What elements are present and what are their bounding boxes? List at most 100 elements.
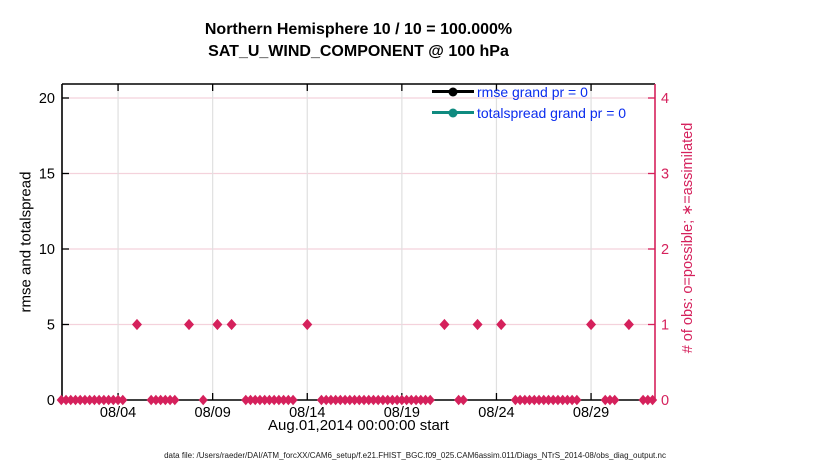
obs-marker <box>165 394 175 406</box>
chart-title: Northern Hemisphere 10 / 10 = 100.000% <box>204 21 513 38</box>
obs-marker <box>94 394 104 406</box>
obs-marker <box>118 394 128 406</box>
obs-marker <box>548 394 558 406</box>
left-tick-labels: 0 5 10 15 20 <box>39 91 55 409</box>
obs-marker <box>425 394 435 406</box>
obs-marker <box>61 394 71 406</box>
obs-marker <box>638 394 648 406</box>
x-tick-label: 08/09 <box>195 405 231 421</box>
obs-marker <box>392 394 402 406</box>
obs-marker <box>496 318 507 331</box>
obs-marker <box>75 394 85 406</box>
obs-marker <box>212 318 223 331</box>
legend-label-rmse: rmse grand pr = 0 <box>477 83 588 100</box>
x-tick-label: 08/19 <box>384 405 420 421</box>
obs-marker <box>146 394 156 406</box>
obs-marker <box>534 394 544 406</box>
left-tick-label: 15 <box>39 167 55 183</box>
obs-marker <box>416 394 426 406</box>
obs-marker <box>354 394 364 406</box>
legend-marker-dot-totalspread <box>448 108 458 117</box>
obs-marker <box>458 394 468 406</box>
obs-marker <box>260 394 270 406</box>
obs-marker <box>321 394 331 406</box>
obs-marker <box>241 394 251 406</box>
obs-marker <box>553 394 563 406</box>
obs-marker <box>156 394 166 406</box>
obs-marker <box>373 394 383 406</box>
obs-marker <box>264 394 275 406</box>
legend: rmse grand pr = 0 totalspread grand pr =… <box>432 81 626 123</box>
obs-marker <box>283 394 293 406</box>
obs-marker <box>411 394 421 406</box>
obs-count-one-markers <box>131 318 634 331</box>
x-axis-label: Aug.01,2014 00:00:00 start <box>268 417 449 434</box>
right-tick-label: 3 <box>661 167 669 183</box>
obs-marker <box>85 394 95 406</box>
obs-marker <box>472 318 483 331</box>
obs-marker <box>610 394 620 406</box>
x-tick-label: 08/04 <box>100 405 136 421</box>
obs-marker <box>586 318 597 331</box>
vertical-gridlines <box>117 84 592 400</box>
obs-marker <box>600 394 610 406</box>
legend-line-sample-totalspread <box>432 108 474 117</box>
obs-marker <box>274 394 284 406</box>
obs-marker <box>623 318 634 331</box>
obs-marker <box>89 394 100 406</box>
obs-marker <box>198 394 208 406</box>
left-tick-label: 0 <box>47 393 55 409</box>
obs-marker <box>572 394 582 406</box>
obs-marker <box>539 394 549 406</box>
obs-marker <box>160 394 170 406</box>
obs-marker <box>99 394 109 406</box>
x-tick-labels: 08/04 08/09 08/14 08/19 08/24 08/29 <box>100 405 609 421</box>
obs-marker <box>397 394 407 406</box>
obs-marker <box>529 394 539 406</box>
obs-marker <box>567 394 577 406</box>
obs-marker <box>170 394 180 406</box>
horizontal-gridlines <box>62 97 655 326</box>
obs-marker <box>647 394 658 406</box>
obs-marker <box>56 394 66 406</box>
obs-marker <box>250 394 260 406</box>
obs-marker <box>368 394 379 406</box>
data-file-path: data file: /Users/raeder/DAI/ATM_forcXX/… <box>164 451 666 460</box>
obs-marker <box>340 394 350 406</box>
obs-marker <box>326 394 336 406</box>
left-tick-label: 5 <box>47 318 55 334</box>
obs-marker <box>439 318 450 331</box>
right-tick-label: 1 <box>661 318 669 334</box>
right-tick-label: 4 <box>661 91 669 107</box>
obs-marker <box>331 394 341 406</box>
right-tick-labels: 0 1 2 3 4 <box>661 91 669 409</box>
y-axis-label-left: rmse and totalspread <box>17 171 35 313</box>
left-tick-label: 20 <box>39 91 55 107</box>
obs-marker <box>605 394 615 406</box>
obs-marker <box>316 394 327 406</box>
obs-marker <box>378 394 388 406</box>
obs-marker <box>269 394 279 406</box>
obs-marker <box>520 394 530 406</box>
obs-marker <box>562 394 573 406</box>
x-tick-label: 08/24 <box>478 405 514 421</box>
axis-spines <box>61 83 656 401</box>
obs-marker <box>70 394 81 406</box>
obs-marker <box>524 394 535 406</box>
obs-marker <box>302 318 313 331</box>
right-tick-label: 2 <box>661 242 669 258</box>
tick-marks <box>62 84 655 401</box>
obs-marker <box>543 394 554 406</box>
obs-marker <box>558 394 568 406</box>
y-axis-label-right: # of obs: o=possible; ∗=assimilated <box>680 122 696 354</box>
obs-marker <box>226 318 237 331</box>
obs-marker <box>113 394 123 406</box>
x-tick-label: 08/29 <box>573 405 609 421</box>
obs-marker <box>515 394 525 406</box>
obs-marker <box>510 394 520 406</box>
obs-marker <box>420 394 431 406</box>
obs-marker <box>383 394 393 406</box>
obs-marker <box>151 394 161 406</box>
